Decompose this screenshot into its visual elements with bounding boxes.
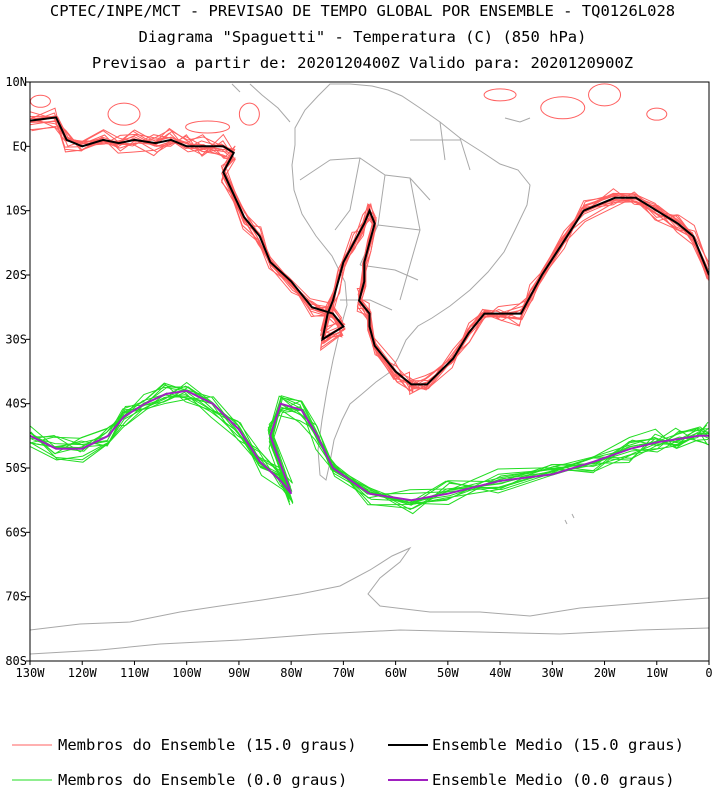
- x-tick-label: 110W: [120, 666, 150, 680]
- ensemble-member-15-line: [30, 116, 709, 394]
- legend: Membros do Ensemble (15.0 graus) Ensembl…: [12, 736, 684, 789]
- country-borders: [299, 121, 471, 311]
- ensemble-member-15-line: [30, 116, 709, 388]
- y-tick-label: 50S: [5, 461, 27, 475]
- ensemble-mean-15-line: [30, 116, 709, 386]
- ensemble-member-0-line: [30, 386, 709, 504]
- basemap: [30, 83, 709, 655]
- y-tick-label: 70S: [5, 590, 27, 604]
- x-tick-label: 40W: [489, 666, 511, 680]
- y-tick-label: 60S: [5, 525, 27, 539]
- ensemble-member-15-line: [30, 115, 709, 390]
- legend-label-mean-15: Ensemble Medio (15.0 graus): [432, 736, 684, 754]
- legend-label-mean-0: Ensemble Medio (0.0 graus): [432, 771, 675, 789]
- ensemble-mean-0-line: [30, 389, 709, 502]
- y-tick-label: 30S: [5, 332, 27, 346]
- x-tick-label: 50W: [437, 666, 459, 680]
- ensemble-member-0-line: [30, 395, 709, 505]
- y-tick-label: 40S: [5, 397, 27, 411]
- y-tick-label: 10S: [5, 204, 27, 218]
- ensemble-member-15-line: [30, 120, 709, 389]
- ensemble-member-15-loop: [30, 94, 51, 108]
- ensemble-member-15-line: [31, 116, 709, 384]
- x-tick-label: 70W: [333, 666, 355, 680]
- legend-label-members-15: Membros do Ensemble (15.0 graus): [58, 736, 357, 754]
- ensemble-member-15-loop: [107, 102, 141, 126]
- ensemble-member-15-loop: [588, 83, 622, 107]
- ensemble-member-15-loop: [540, 96, 586, 120]
- ensemble-member-0-line: [31, 386, 709, 503]
- ensemble-member-15-loop: [238, 102, 260, 126]
- y-tick-label: 20S: [5, 268, 27, 282]
- antarctica-coastline: [30, 546, 709, 655]
- ensemble-member-0-line: [30, 381, 709, 506]
- x-tick-label: 30W: [541, 666, 563, 680]
- ensemble-member-15-line: [30, 111, 708, 393]
- ensemble-means: [30, 116, 709, 502]
- ensemble-member-0-line: [30, 394, 708, 504]
- x-tick-label: 10W: [646, 666, 668, 680]
- chart-subtitle-2: Previsao a partir de: 2020120400Z Valido…: [92, 54, 633, 72]
- x-tick-label: 80W: [280, 666, 302, 680]
- plot-frame: [29, 81, 710, 662]
- central-america-coastline: [231, 83, 291, 123]
- x-tick-label: 90W: [228, 666, 250, 680]
- ensemble-member-15-loop: [483, 88, 517, 102]
- chart-title: CPTEC/INPE/MCT - PREVISAO DE TEMPO GLOBA…: [50, 2, 675, 20]
- atlantic-islands: [504, 117, 575, 525]
- ensemble-member-0-line: [30, 392, 709, 506]
- x-tick-label: 130W: [16, 666, 46, 680]
- ensemble-member-15-line: [31, 120, 709, 389]
- ensemble-member-15-loop: [185, 120, 231, 134]
- x-tick-label: 60W: [385, 666, 407, 680]
- y-tick-label: EQ: [13, 139, 27, 153]
- south-america-coastline: [291, 83, 531, 481]
- ensemble-members-15: [30, 83, 709, 396]
- y-tick-label: 10N: [5, 75, 27, 89]
- x-tick-label: 100W: [172, 666, 202, 680]
- chart-subtitle: Diagrama "Spaguetti" - Temperatura (C) (…: [139, 28, 587, 46]
- x-tick-label: 0: [705, 666, 712, 680]
- x-tick-label: 120W: [68, 666, 98, 680]
- ensemble-member-15-line: [30, 119, 709, 391]
- ensemble-member-15-loop: [646, 107, 668, 121]
- x-axis: 130W 120W 110W 100W 90W 80W 70W 60W 50W 40W 30W 20W…: [16, 661, 713, 680]
- legend-label-members-0: Membros do Ensemble (0.0 graus): [58, 771, 347, 789]
- x-tick-label: 20W: [594, 666, 616, 680]
- y-tick-label: 80S: [5, 654, 27, 668]
- y-axis: 10N EQ 10S 20S 30S 40S 50S 60S 70S 80S: [5, 75, 30, 668]
